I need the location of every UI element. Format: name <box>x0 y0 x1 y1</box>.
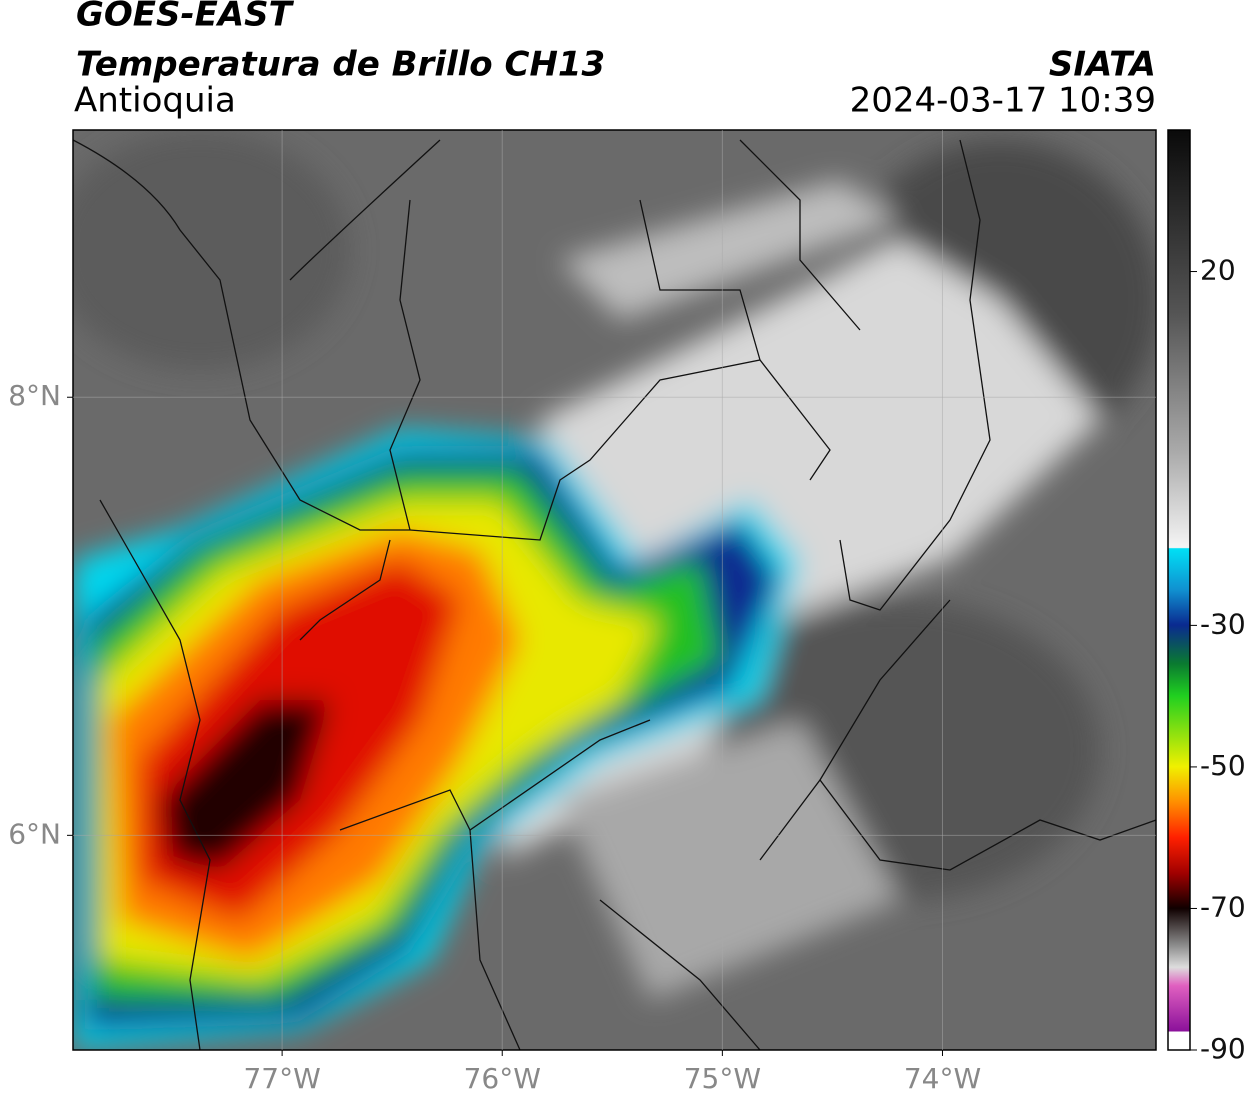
x-tick-label: 75°W <box>684 1062 761 1095</box>
x-tick-label: 74°W <box>904 1062 981 1095</box>
colorbar-tick-label: -30 <box>1200 607 1246 640</box>
colorbar-tick-label: 20 <box>1200 254 1236 287</box>
x-tick-label: 77°W <box>243 1062 320 1095</box>
map-frame <box>72 129 1157 1051</box>
colorbar-tick-label: -90 <box>1200 1032 1246 1065</box>
colorbar <box>1167 129 1191 1051</box>
x-tick-label: 76°W <box>464 1062 541 1095</box>
colorbar-tick-label: -70 <box>1200 890 1246 923</box>
product: Temperatura de Brillo CH13 <box>76 45 605 85</box>
y-tick-label: 6°N <box>8 817 61 850</box>
y-tick-label: 8°N <box>8 379 61 412</box>
source: SIATA <box>1049 45 1156 85</box>
satellite-image <box>73 130 1156 1050</box>
region: Antioquia <box>74 81 236 121</box>
colorbar-tick-label: -50 <box>1200 749 1246 782</box>
datetime: 2024-03-17 10:39 <box>850 81 1156 121</box>
satellite: GOES-EAST <box>76 0 295 35</box>
